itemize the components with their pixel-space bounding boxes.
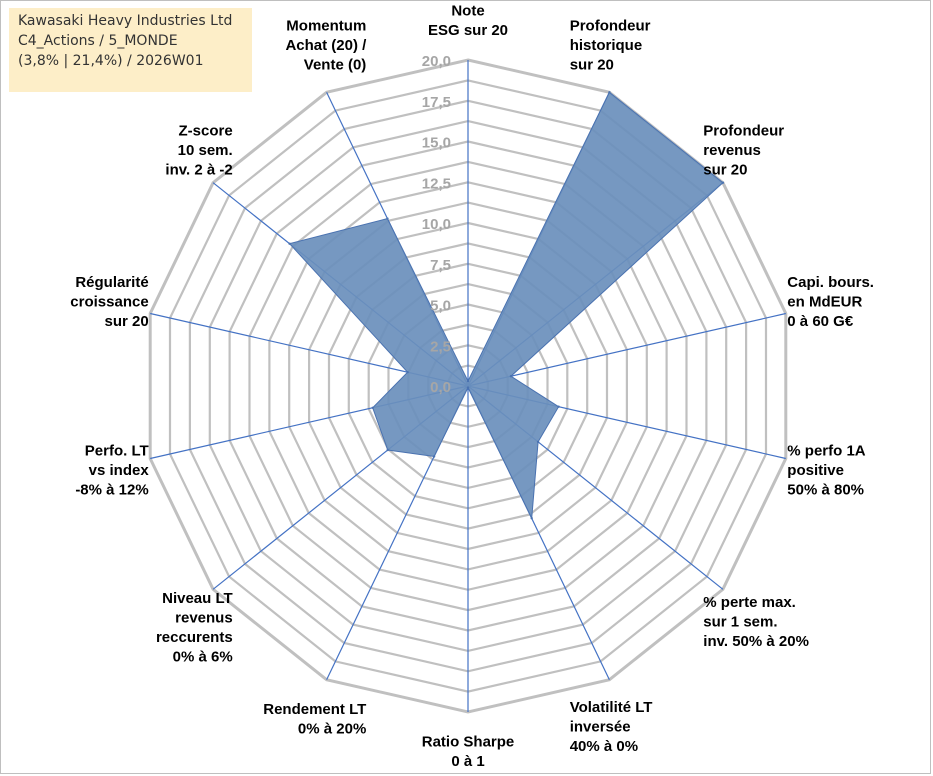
series-area-0 (288, 91, 724, 521)
category-label-11: Régularité croissance sur 20 (70, 274, 148, 330)
category-label-6: Volatilité LT inversée 40% à 0% (570, 699, 653, 755)
category-label-4: % perfo 1A positive 50% à 80% (787, 442, 866, 498)
category-label-5: % perte max. sur 1 sem. inv. 50% à 20% (703, 594, 809, 650)
category-label-line: Z-score (179, 122, 233, 139)
series-point-3 (509, 375, 513, 378)
category-label-line: Rendement LT (263, 701, 366, 718)
category-label-line: 0% à 6% (173, 648, 233, 665)
category-label-line: vs index (89, 462, 150, 479)
category-label-line: sur 20 (703, 161, 747, 178)
tick-label-2: 5,0 (430, 298, 451, 315)
category-label-line: en MdEUR (787, 294, 862, 311)
category-label-line: Capi. bours. (787, 274, 874, 291)
category-label-line: Volatilité LT (570, 699, 653, 716)
series-point-2 (721, 181, 725, 184)
category-label-line: 0 à 1 (451, 753, 484, 770)
category-label-line: 50% à 80% (787, 481, 864, 498)
category-label-line: Vente (0) (304, 56, 367, 73)
tick-label-8: 20,0 (422, 53, 451, 70)
category-line: C4_Actions / 5_MONDE (18, 33, 178, 49)
series-point-13 (386, 217, 389, 220)
company-name: Kawasaki Heavy Industries Ltd (18, 13, 233, 29)
category-label-line: 0 à 60 G€ (787, 313, 854, 330)
category-label-line: ESG sur 20 (428, 22, 508, 39)
category-label-line: sur 20 (104, 313, 148, 330)
category-label-line: Note (451, 3, 484, 20)
tick-label-0: 0,0 (430, 379, 451, 396)
category-label-line: sur 1 sem. (703, 614, 777, 631)
category-label-line: inversée (570, 719, 631, 736)
category-label-12: Z-score 10 sem. inv. 2 à -2 (165, 122, 232, 178)
category-label-line: % perfo 1A (787, 442, 866, 459)
category-label-9: Niveau LT revenus reccurents 0% à 6% (156, 590, 233, 666)
category-label-0: Note ESG sur 20 (428, 3, 508, 40)
category-label-line: % perte max. (703, 594, 796, 611)
series-point-11 (406, 371, 409, 374)
spoke-3 (467, 312, 786, 387)
category-label-8: Rendement LT 0% à 20% (263, 701, 366, 738)
tick-label-1: 2,5 (430, 338, 451, 355)
radar-series (288, 91, 725, 521)
category-label-line: positive (787, 462, 844, 479)
info-box: Kawasaki Heavy Industries Ltd C4_Actions… (9, 8, 252, 92)
series-point-4 (557, 405, 560, 408)
category-label-line: inv. 50% à 20% (703, 633, 809, 650)
tick-label-4: 10,0 (422, 216, 451, 233)
tick-label-5: 12,5 (422, 175, 451, 192)
category-label-line: Niveau LT (162, 590, 233, 607)
category-label-line: 10 sem. (178, 142, 233, 159)
tick-label-7: 17,5 (422, 94, 451, 111)
radar-tick-labels: 0,0 2,5 5,0 7,5 10,0 12,5 15,0 17,5 20,0 (422, 53, 451, 396)
radar-category-labels: Note ESG sur 20 Profondeur historique sur 20… (70, 3, 874, 771)
tick-label-6: 15,0 (422, 135, 451, 152)
series-point-8 (432, 455, 436, 458)
category-label-2: Profondeur revenus sur 20 (703, 122, 784, 178)
category-label-1: Profondeur historique sur 20 (570, 17, 651, 73)
category-label-13: Momentum Achat (20) / Vente (0) (285, 17, 367, 73)
series-point-12 (288, 242, 291, 245)
series-point-5 (536, 440, 540, 444)
category-label-line: -8% à 12% (75, 481, 148, 498)
category-label-line: Profondeur (703, 122, 784, 139)
category-label-line: Régularité (75, 274, 148, 291)
series-point-9 (386, 448, 389, 452)
category-label-7: Ratio Sharpe 0 à 1 (422, 734, 515, 771)
series-point-0 (466, 379, 470, 383)
category-label-line: sur 20 (570, 56, 614, 73)
series-point-1 (608, 91, 611, 94)
category-label-line: Perfo. LT (85, 442, 149, 459)
tick-label-3: 7,5 (430, 257, 451, 274)
category-label-line: Achat (20) / (285, 37, 367, 54)
category-label-line: revenus (175, 609, 233, 626)
category-label-3: Capi. bours. en MdEUR 0 à 60 G€ (787, 274, 874, 330)
category-label-line: 40% à 0% (570, 738, 638, 755)
category-label-line: Momentum (286, 17, 366, 34)
category-label-line: revenus (703, 142, 761, 159)
category-label-10: Perfo. LT vs index -8% à 12% (75, 442, 149, 498)
category-label-line: Profondeur (570, 17, 651, 34)
category-label-line: historique (570, 37, 643, 54)
series-point-6 (530, 517, 533, 520)
series-point-7 (466, 386, 470, 389)
category-label-line: 0% à 20% (298, 721, 366, 738)
category-label-line: reccurents (156, 629, 233, 646)
range-week-line: (3,8% | 21,4%) / 2026W01 (18, 53, 204, 69)
series-point-10 (371, 406, 374, 409)
category-label-line: croissance (70, 294, 148, 311)
category-label-line: inv. 2 à -2 (165, 161, 232, 178)
category-label-line: Ratio Sharpe (422, 734, 515, 751)
